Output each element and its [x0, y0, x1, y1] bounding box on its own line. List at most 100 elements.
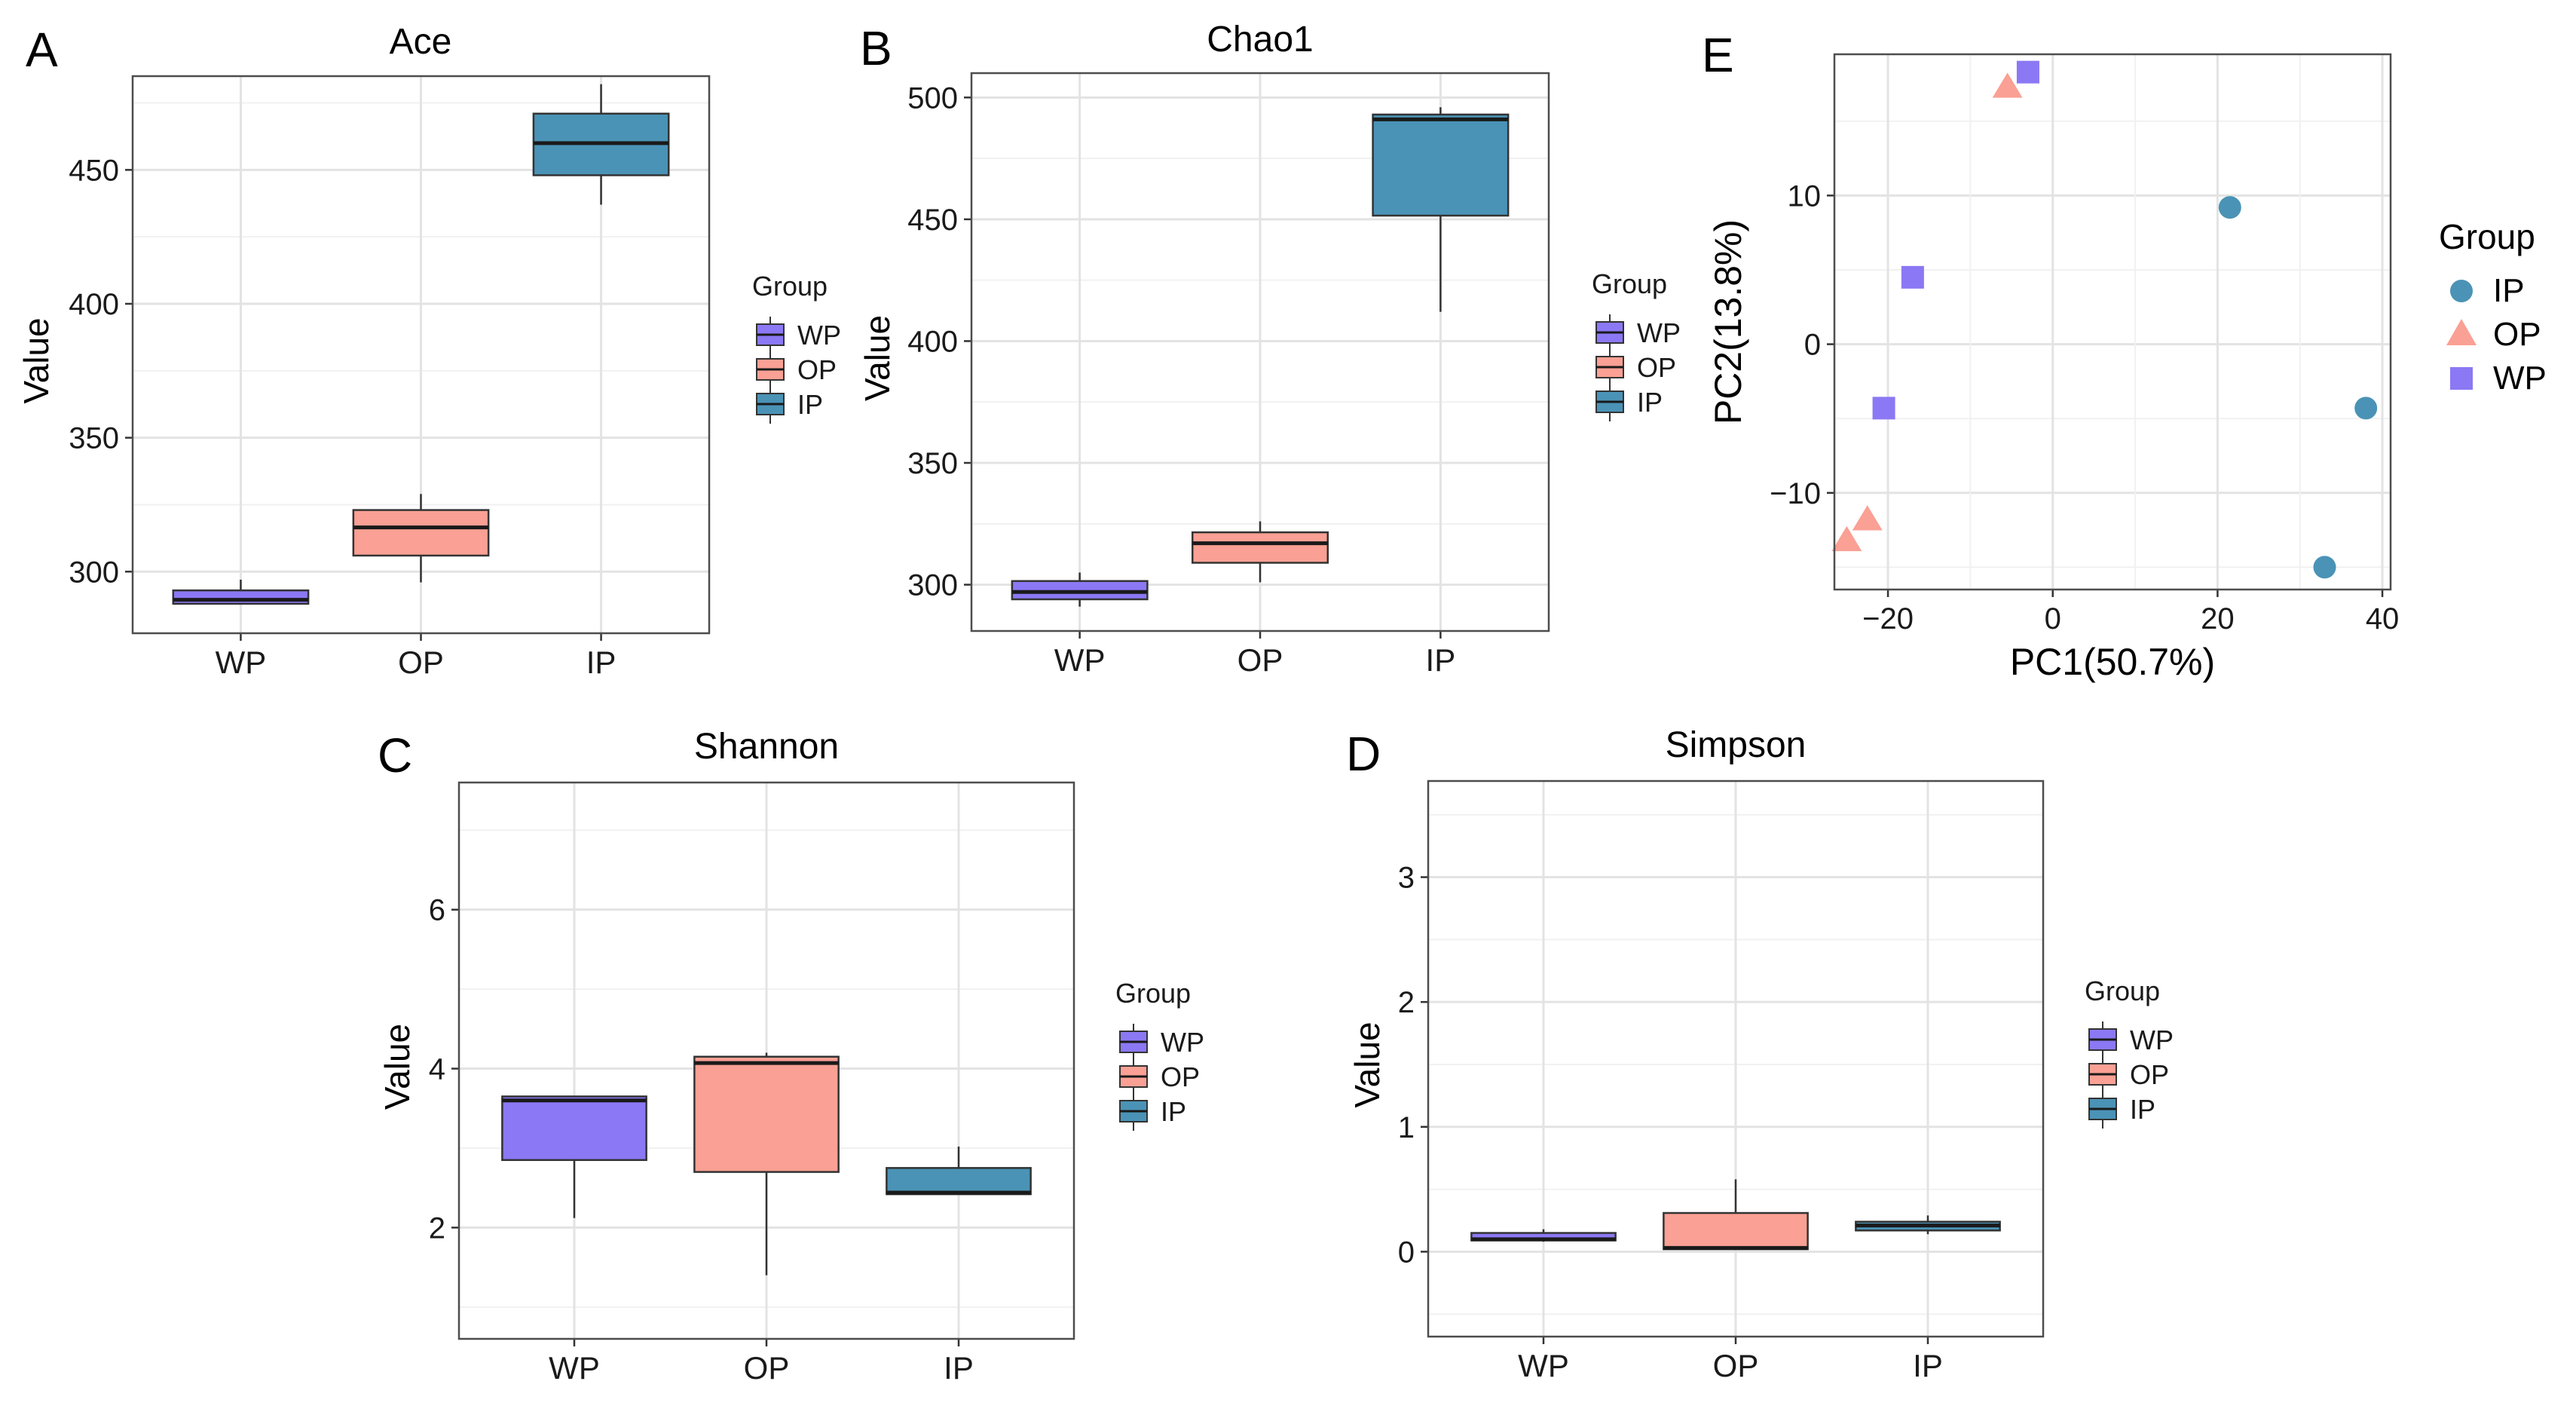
- x-tick-label: IP: [944, 1350, 974, 1386]
- legend-label-ip: IP: [1161, 1096, 1186, 1127]
- panel-label-b: B: [860, 21, 892, 75]
- legend: Group WP OP IP: [2085, 975, 2174, 1129]
- box-op: [1191, 531, 1329, 564]
- y-tick-label: 450: [69, 154, 119, 187]
- y-tick-label: 350: [69, 422, 119, 455]
- panel-label-d: D: [1346, 727, 1381, 781]
- x-tick-label: IP: [1426, 642, 1456, 678]
- plot-area: [1834, 54, 2391, 590]
- y-tick-label: 2: [1398, 986, 1415, 1019]
- legend-title: Group: [752, 271, 828, 302]
- legend-label-op: OP: [2130, 1059, 2169, 1090]
- legend-label-op: OP: [2493, 316, 2541, 353]
- y-tick-label: 300: [907, 569, 958, 602]
- x-tick-label: IP: [586, 645, 616, 680]
- box-wp: [501, 1095, 647, 1162]
- x-tick-label: OP: [1713, 1348, 1759, 1383]
- plot-border: [970, 72, 1550, 632]
- legend-title: Group: [2439, 217, 2535, 256]
- legend-label-wp: WP: [2130, 1024, 2174, 1055]
- x-tick-label: OP: [1238, 642, 1283, 678]
- x-tick-label: OP: [398, 645, 444, 680]
- box-wp: [172, 589, 310, 605]
- legend: Group IP OP WP: [2439, 217, 2547, 397]
- y-axis-title: Value: [1348, 1021, 1387, 1107]
- chart-title: Simpson: [1666, 725, 1807, 765]
- y-tick-label: −10: [1770, 477, 1821, 510]
- legend-label-wp: WP: [1637, 317, 1681, 348]
- y-tick-label: 3: [1398, 862, 1415, 895]
- box-ip: [1372, 113, 1510, 217]
- chart-title: Ace: [390, 22, 452, 62]
- plot-border: [1833, 53, 2392, 591]
- y-tick-label: 300: [69, 556, 119, 589]
- legend-label-op: OP: [1637, 352, 1676, 383]
- point-wp: [2016, 60, 2039, 84]
- panel-label-e: E: [1702, 28, 1734, 82]
- legend-label-ip: IP: [2493, 272, 2525, 309]
- plot-border: [1427, 779, 2045, 1338]
- point-ip: [2354, 397, 2378, 420]
- legend-key-wp: [2450, 367, 2473, 390]
- legend: Group WP OP IP: [1592, 268, 1681, 421]
- legend-key-op: [2446, 319, 2477, 345]
- y-tick-label: 0: [1804, 329, 1821, 362]
- plot-border: [131, 75, 711, 635]
- y-tick-label: 10: [1788, 179, 1822, 213]
- y-tick-label: 4: [429, 1053, 445, 1086]
- point-wp: [1901, 265, 1924, 289]
- box-op: [693, 1055, 840, 1173]
- legend-label-ip: IP: [797, 389, 823, 420]
- legend-label-ip: IP: [1637, 387, 1663, 418]
- box-op: [1663, 1211, 1809, 1251]
- panel-label-c: C: [378, 728, 412, 783]
- point-op: [1992, 72, 2023, 98]
- chart-title: Shannon: [694, 727, 839, 767]
- legend-key-ip: [2450, 280, 2473, 302]
- plot-border: [457, 781, 1075, 1340]
- legend-label-op: OP: [797, 354, 837, 385]
- panel-b: B Chao1 300 350 400 450 500 WP OP IP Value Group WP O…: [858, 20, 1681, 678]
- x-tick-label: 40: [2366, 602, 2400, 636]
- point-op: [1852, 505, 1883, 531]
- legend-title: Group: [2085, 975, 2160, 1006]
- point-ip: [2218, 196, 2241, 219]
- panel-d: D Simpson 0 1 2 3 WP OP IP Value Group WP OP IP: [1346, 725, 2174, 1383]
- y-tick-label: 1: [1398, 1111, 1415, 1144]
- x-tick-label: IP: [1913, 1348, 1943, 1383]
- point-op: [1831, 525, 1862, 552]
- x-tick-label: −20: [1862, 602, 1914, 636]
- y-axis-title: PC2(13.8%): [1707, 219, 1749, 424]
- y-tick-label: 400: [907, 325, 958, 358]
- x-axis-title: PC1(50.7%): [2010, 641, 2215, 683]
- y-tick-label: 6: [429, 894, 445, 927]
- chart-title: Chao1: [1207, 20, 1313, 60]
- legend-title: Group: [1115, 978, 1191, 1009]
- point-ip: [2313, 556, 2336, 579]
- x-tick-label: WP: [1054, 642, 1106, 678]
- y-axis-title: Value: [17, 317, 56, 403]
- box-ip: [886, 1167, 1032, 1196]
- legend-label-wp: WP: [1161, 1027, 1204, 1058]
- y-axis-title: Value: [858, 315, 897, 401]
- x-tick-label: WP: [216, 645, 267, 680]
- legend-label-ip: IP: [2130, 1094, 2155, 1125]
- y-tick-label: 400: [69, 288, 119, 321]
- x-tick-label: WP: [549, 1350, 600, 1386]
- y-tick-label: 2: [429, 1211, 445, 1245]
- legend-label-op: OP: [1161, 1061, 1200, 1092]
- legend-title: Group: [1592, 268, 1667, 299]
- y-tick-label: 0: [1398, 1236, 1415, 1269]
- x-tick-label: WP: [1518, 1348, 1569, 1383]
- x-tick-label: OP: [744, 1350, 790, 1386]
- y-tick-label: 500: [907, 81, 958, 115]
- legend-label-wp: WP: [2493, 360, 2547, 397]
- x-tick-label: 0: [2045, 602, 2061, 636]
- box-op: [352, 509, 490, 557]
- x-tick-label: 20: [2201, 602, 2235, 636]
- y-tick-label: 350: [907, 447, 958, 480]
